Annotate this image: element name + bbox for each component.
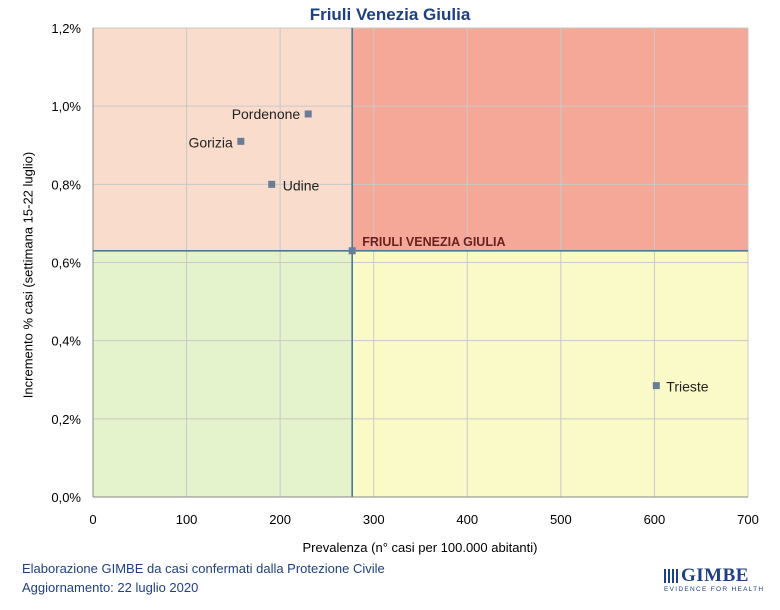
quadrant-bottom-left — [93, 250, 353, 497]
quadrant-bottom-right — [352, 250, 748, 497]
x-tick-labels: 0 100 200 300 400 500 600 700 — [89, 512, 758, 527]
quadrant-top-right — [352, 28, 748, 251]
data-point-marker — [348, 247, 356, 255]
quadrant-backgrounds — [93, 28, 748, 497]
x-tick-label: 100 — [176, 512, 198, 527]
data-point-label: Trieste — [666, 379, 708, 395]
y-tick-label: 0,4% — [51, 334, 81, 349]
y-tick-label: 1,2% — [51, 21, 81, 36]
axes — [92, 28, 748, 498]
gimbe-logo: GIMBE EVIDENCE FOR HEALTH — [664, 566, 765, 593]
data-point-marker — [268, 180, 276, 188]
x-tick-label: 300 — [363, 512, 385, 527]
y-tick-label: 0,8% — [51, 177, 81, 192]
y-tick-label: 0,6% — [51, 256, 81, 271]
x-tick-label: 200 — [269, 512, 291, 527]
data-point-label: Gorizia — [188, 134, 233, 150]
data-point-label: FRIULI VENEZIA GIULIA — [362, 235, 505, 249]
data-point-label: Pordenone — [232, 106, 301, 122]
y-tick-labels: 0,0% 0,2% 0,4% 0,6% 0,8% 1,0% 1,2% — [51, 21, 81, 505]
footer-source: Elaborazione GIMBE da casi confermati da… — [22, 561, 385, 576]
data-point-label: Udine — [283, 177, 320, 193]
reference-lines — [93, 28, 748, 497]
chart-title: Friuli Venezia Giulia — [309, 5, 471, 24]
x-tick-label: 0 — [89, 512, 96, 527]
logo-mark-icon — [664, 568, 678, 583]
x-tick-label: 400 — [456, 512, 478, 527]
footer-update: Aggiornamento: 22 luglio 2020 — [22, 580, 199, 595]
x-tick-label: 600 — [644, 512, 666, 527]
x-tick-label: 700 — [737, 512, 759, 527]
y-tick-label: 0,0% — [51, 490, 81, 505]
x-axis-label: Prevalenza (n° casi per 100.000 abitanti… — [302, 540, 538, 555]
logo-wordmark: GIMBE — [664, 566, 754, 585]
x-tick-label: 500 — [550, 512, 572, 527]
data-point-marker — [237, 137, 245, 145]
logo-tagline: EVIDENCE FOR HEALTH — [664, 586, 765, 593]
data-point-marker — [652, 382, 660, 390]
data-point-marker — [304, 110, 312, 118]
quadrant-top-left — [93, 28, 353, 251]
y-tick-label: 0,2% — [51, 412, 81, 427]
y-tick-label: 1,0% — [51, 99, 81, 114]
data-points: Pordenone Gorizia Udine FRIULI VENEZIA GIUL… — [188, 106, 708, 395]
y-axis-label: Incremento % casi (settimana 15-22 lugli… — [20, 151, 36, 399]
logo-word: GIMBE — [681, 565, 749, 586]
